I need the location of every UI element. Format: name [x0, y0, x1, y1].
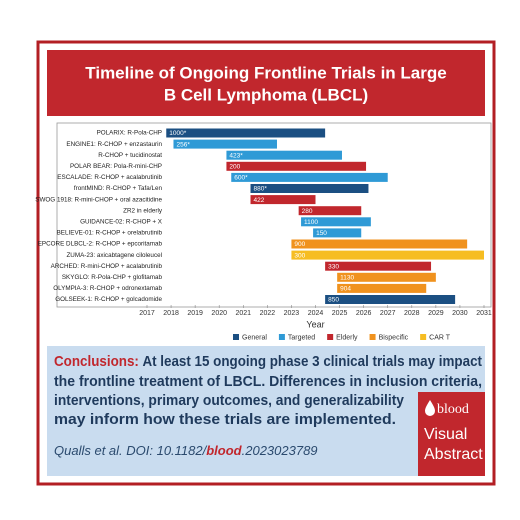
row-label: SWOG 1918: R-mini-CHOP + oral azacitidin…	[35, 196, 162, 203]
legend-swatch	[369, 334, 376, 340]
bar	[325, 295, 456, 304]
x-tick-label: 2019	[187, 310, 203, 317]
bar	[173, 139, 277, 149]
conclusions-text: At least 15 ongoing phase 3 clinical tri…	[142, 353, 482, 370]
row-label: SKYGLO: R-Pola-CHP + glofitamab	[62, 274, 163, 281]
bar-label: 280	[302, 208, 313, 215]
bar	[325, 261, 432, 271]
bar-label: 256*	[176, 141, 190, 148]
conclusions-box	[47, 346, 485, 476]
bar-label: 900	[294, 241, 305, 248]
conclusions-line: may inform how these trials are implemen…	[54, 411, 396, 428]
bar-label: 300	[294, 252, 305, 259]
row-label: EPCORE DLBCL-2: R-CHOP + epcoritamab	[38, 241, 163, 248]
bar-label: 1100	[304, 219, 318, 226]
bar	[166, 128, 326, 138]
logo-line: Abstract	[424, 446, 483, 463]
bar	[250, 184, 369, 193]
row-label: GUIDANCE-02: R-CHOP + X	[80, 218, 163, 225]
legend-swatch	[420, 334, 427, 340]
x-tick-label: 2022	[260, 310, 276, 317]
x-tick-label: 2020	[211, 310, 227, 317]
bar-label: 1130	[340, 275, 354, 282]
logo-line: Visual	[424, 426, 467, 443]
x-axis-label: Year	[306, 319, 324, 329]
bar-label: 600*	[234, 175, 248, 182]
citation-suffix: .2023023789	[242, 443, 318, 458]
bar	[231, 172, 388, 182]
logo-brand: blood	[437, 402, 469, 417]
row-label: R-CHOP + tucidinostat	[98, 152, 162, 159]
bar-label: 904	[340, 286, 351, 293]
legend-swatch	[327, 334, 334, 340]
row-label: GOLSEEK-1: R-CHOP + golcadomide	[55, 296, 162, 303]
row-label: POLAR BEAR: Pola-R-mini-CHP	[70, 163, 162, 170]
row-label: BELIEVE-01: R-CHOP + orelabrutinib	[57, 230, 163, 237]
row-label: ESCALADE: R-CHOP + acalabrutinib	[57, 174, 162, 181]
bar	[291, 239, 468, 249]
bar	[250, 195, 316, 205]
legend-swatch	[278, 334, 285, 340]
conclusions-line: interventions, primary outcomes, and gen…	[54, 392, 405, 409]
x-tick-label: 2029	[428, 310, 444, 317]
bar-label: 1000*	[169, 130, 186, 137]
bar	[313, 228, 362, 238]
legend-label: Bispecific	[379, 334, 409, 341]
row-label: ENGINE1: R-CHOP + enzastaurin	[66, 141, 162, 148]
bar	[301, 217, 371, 227]
x-tick-label: 2027	[380, 310, 396, 317]
conclusions-label: Conclusions:	[54, 353, 139, 370]
bar-label: 150	[316, 230, 327, 237]
bar	[337, 272, 436, 282]
bar-label: 850	[328, 297, 339, 304]
bar-label: 200	[229, 164, 240, 171]
bar	[298, 206, 362, 216]
x-tick-label: 2031	[476, 310, 492, 317]
bar	[291, 250, 484, 260]
row-label: ZR2 in elderly	[123, 207, 163, 214]
x-tick-label: 2028	[404, 310, 420, 317]
legend-label: CAR T	[429, 334, 451, 341]
x-tick-label: 2026	[356, 310, 372, 317]
x-tick-label: 2017	[139, 310, 155, 317]
title-banner	[47, 50, 485, 116]
citation-prefix: Qualls et al. DOI: 10.1182/	[54, 443, 208, 458]
bar	[337, 283, 427, 293]
logo-drop	[425, 400, 435, 416]
x-tick-label: 2023	[284, 310, 300, 317]
title-line: Timeline of Ongoing Frontline Trials in …	[85, 63, 446, 82]
title-line: B Cell Lymphoma (LBCL)	[164, 85, 368, 104]
x-tick-label: 2030	[452, 310, 468, 317]
bar-label: 330	[328, 263, 339, 270]
legend-label: Elderly	[336, 334, 358, 341]
x-tick-label: 2018	[163, 310, 179, 317]
conclusions-line: the frontline treatment of LBCL. Differe…	[54, 373, 482, 390]
bar-label: 422	[254, 197, 265, 204]
row-label: ZUMA-23: axicabtagene ciloleucel	[66, 252, 162, 259]
legend-swatch	[233, 334, 239, 340]
legend-label: General	[242, 334, 267, 341]
x-tick-label: 2024	[308, 310, 324, 317]
bar	[226, 161, 367, 171]
citation-journal: blood	[206, 443, 242, 458]
x-tick-label: 2025	[332, 310, 348, 317]
legend-label: Targeted	[288, 334, 315, 341]
x-tick-label: 2021	[235, 310, 251, 317]
citation: Qualls et al. DOI: 10.1182/blood.2023023…	[54, 443, 318, 458]
chart: 2017 2018 2019 2020 2021 2022 2023 2024 2025 2026…	[35, 128, 492, 341]
bar-label: 423*	[229, 152, 243, 159]
conclusions-line: Conclusions:At least 15 ongoing phase 3 …	[54, 353, 482, 370]
row-label: POLARIX: R-Pola-CHP	[97, 130, 162, 137]
row-label: frontMIND: R-CHOP + Tafa/Len	[74, 185, 163, 192]
bar-label: 880*	[254, 186, 268, 193]
row-label: OLYMPIA-3: R-CHOP + odronextamab	[53, 285, 162, 292]
row-label: ARCHED: R-mini-CHOP + acalabrutinib	[51, 263, 163, 270]
bar	[226, 150, 342, 160]
